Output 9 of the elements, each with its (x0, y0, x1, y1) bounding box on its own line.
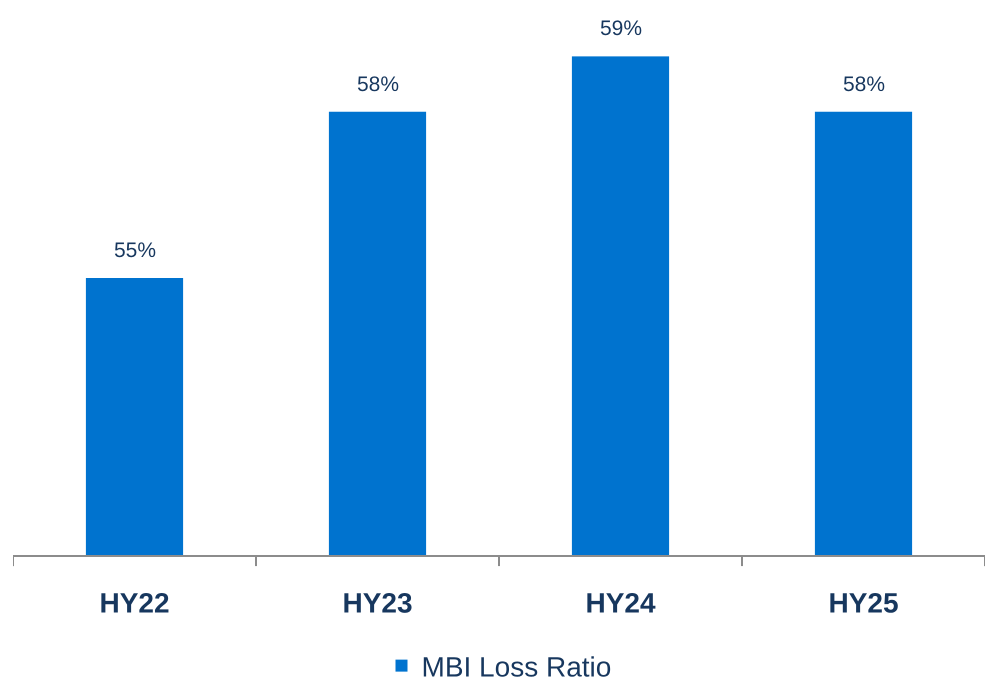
x-tick-label: HY23 (342, 588, 413, 619)
data-label: 59% (600, 17, 642, 40)
legend-label: MBI Loss Ratio (422, 651, 612, 682)
data-label: 55% (114, 239, 156, 262)
data-label: 58% (357, 73, 400, 96)
x-tick-label: HY22 (99, 588, 170, 619)
x-tick-label: HY24 (585, 588, 656, 619)
x-tick-label: HY25 (828, 588, 899, 619)
data-label: 58% (843, 73, 886, 96)
